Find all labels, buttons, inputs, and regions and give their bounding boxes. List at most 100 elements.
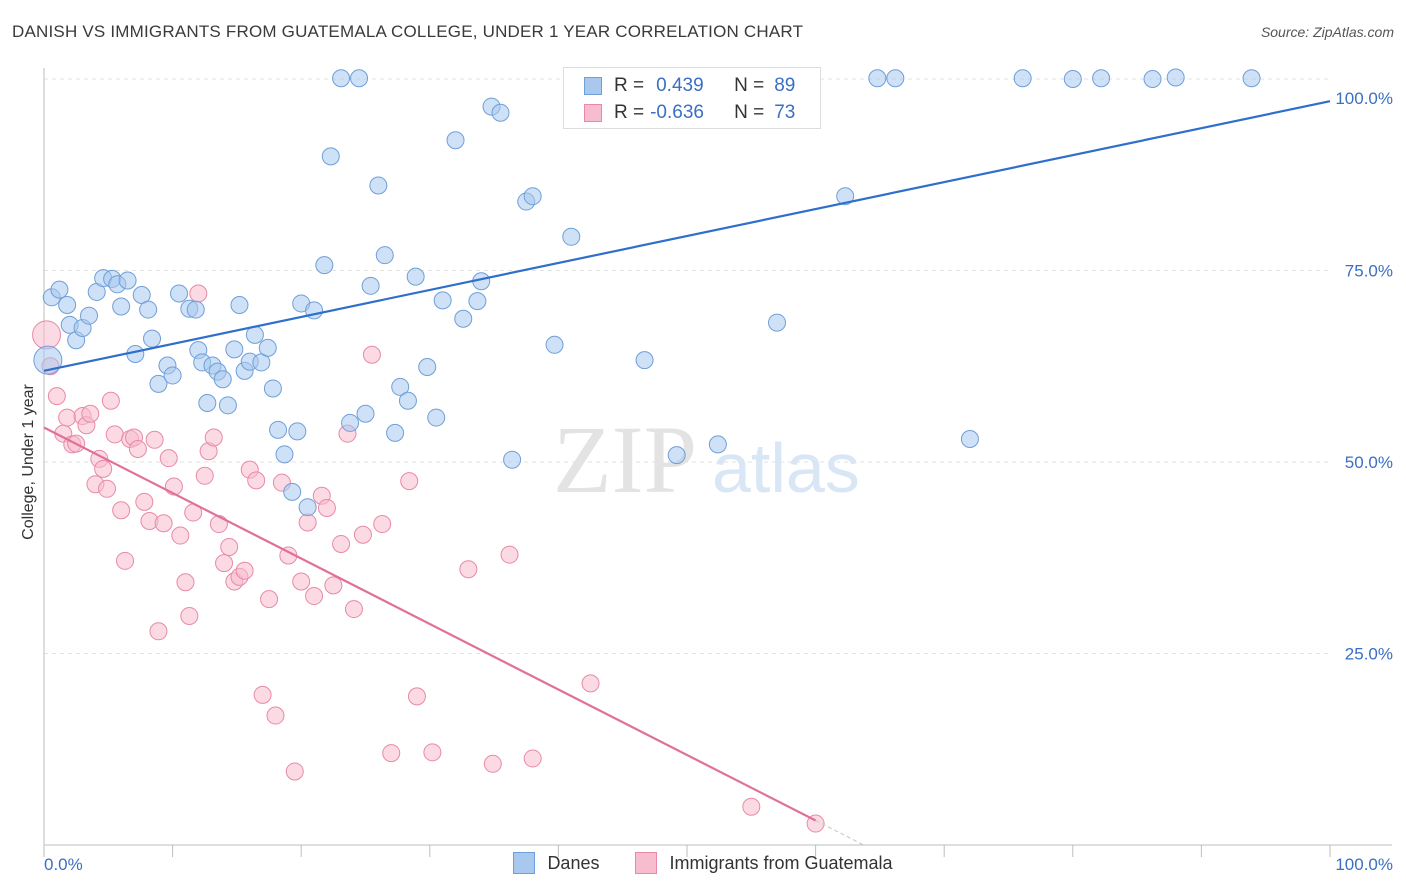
- n-value: 89: [774, 75, 796, 96]
- guatemala-point: [266, 706, 285, 725]
- danes-point: [454, 309, 473, 328]
- danes-point: [218, 396, 237, 415]
- guatemala-point: [189, 284, 208, 303]
- guatemala-point: [298, 513, 317, 532]
- series-legend: Danes Immigrants from Guatemala: [0, 852, 1406, 874]
- guatemala-point: [332, 534, 351, 553]
- guatemala-point: [235, 561, 254, 580]
- danes-point: [635, 351, 654, 370]
- guatemala-point: [105, 425, 124, 444]
- danes-point: [375, 246, 394, 265]
- danes-point: [369, 176, 388, 195]
- danes-point: [1143, 70, 1162, 88]
- danes-point: [186, 300, 205, 319]
- y-tick-labels: 25.0% 50.0% 75.0% 100.0%: [1335, 89, 1393, 664]
- guatemala-point: [305, 587, 324, 606]
- guatemala-point: [81, 404, 100, 423]
- danes-point: [298, 498, 317, 517]
- guatemala-point: [523, 749, 542, 768]
- guatemala-point: [32, 320, 62, 350]
- guatemala-point: [500, 545, 519, 564]
- n-label: N =: [734, 75, 765, 96]
- n-label: N =: [734, 102, 765, 123]
- guatemala-point: [180, 606, 199, 625]
- danes-point: [321, 147, 340, 166]
- danes-point: [503, 450, 522, 469]
- danes-point: [398, 391, 417, 410]
- y-tick-label: 50.0%: [1345, 453, 1393, 472]
- danes-point: [50, 280, 69, 299]
- danes-point: [433, 291, 452, 310]
- n-value: 73: [774, 102, 796, 123]
- guatemala-point: [247, 471, 266, 490]
- guatemala-point: [101, 391, 120, 410]
- guatemala-point: [215, 554, 234, 573]
- r-value: 0.439: [656, 75, 704, 96]
- danes-swatch: [584, 77, 602, 95]
- watermark-atlas: atlas: [712, 429, 860, 507]
- danes-point: [118, 271, 137, 290]
- danes-point: [708, 435, 727, 454]
- guatemala-point: [94, 459, 113, 478]
- danes-point: [562, 227, 581, 246]
- guatemala-point: [581, 674, 600, 693]
- danes-point: [58, 295, 77, 314]
- guatemala-point: [149, 622, 168, 641]
- guatemala-point: [204, 428, 223, 447]
- danes-point: [1166, 68, 1185, 87]
- danes-point: [836, 187, 855, 206]
- danes-point: [491, 103, 510, 122]
- correlation-legend: R = 0.439 N = 89 R = -0.636 N = 73: [563, 67, 821, 129]
- axes: [43, 68, 1392, 846]
- danes-point: [1242, 69, 1261, 88]
- danes-point: [315, 256, 334, 275]
- x-tick-labels: 0.0% 100.0%: [44, 855, 1393, 874]
- guatemala-point: [220, 538, 239, 557]
- y-axis-title: College, Under 1 year: [20, 384, 37, 540]
- guatemala-point: [145, 430, 164, 449]
- guatemala-point: [459, 560, 478, 579]
- y-tick-label: 100.0%: [1335, 89, 1393, 108]
- guatemala-point: [292, 572, 311, 591]
- guatemala-trend-extension: [815, 819, 865, 846]
- watermark: ZIP atlas: [553, 406, 860, 513]
- guatemala-point: [324, 576, 343, 595]
- guatemala-point: [285, 762, 304, 781]
- legend-label-danes: Danes: [547, 852, 600, 873]
- danes-point: [427, 408, 446, 427]
- guatemala-point: [47, 387, 66, 406]
- guatemala-point: [317, 498, 336, 517]
- danes-point: [213, 370, 232, 389]
- danes-point: [960, 430, 979, 449]
- chart-title: DANISH VS IMMIGRANTS FROM GUATEMALA COLL…: [12, 22, 804, 41]
- danes-point: [1013, 69, 1032, 88]
- guatemala-point: [135, 492, 154, 511]
- danes-point: [361, 276, 380, 295]
- danes-point: [523, 187, 542, 206]
- guatemala-point: [176, 573, 195, 592]
- danes-point: [163, 366, 182, 385]
- danes-point: [225, 340, 244, 359]
- guatemala-point: [400, 472, 419, 491]
- r-label: R =: [614, 75, 645, 96]
- guatemala-point: [373, 515, 392, 534]
- guatemala-point: [209, 515, 228, 534]
- danes-point: [198, 394, 217, 413]
- guatemala-point: [407, 687, 426, 706]
- trend-lines: [43, 100, 1331, 846]
- guatemala-point: [98, 479, 117, 498]
- guatemala-point: [128, 439, 147, 458]
- danes-point: [406, 267, 425, 286]
- danes-point: [1092, 69, 1111, 88]
- danes-point: [149, 374, 168, 393]
- x-ticks: [43, 845, 1331, 857]
- guatemala-trend-line: [43, 426, 817, 822]
- danes-point: [418, 358, 437, 377]
- danes-point: [545, 335, 564, 354]
- guatemala-point: [154, 514, 173, 533]
- guatemala-point: [58, 408, 77, 427]
- guatemala-point: [159, 449, 178, 468]
- danes-point: [768, 313, 787, 332]
- guatemala-point: [116, 551, 135, 570]
